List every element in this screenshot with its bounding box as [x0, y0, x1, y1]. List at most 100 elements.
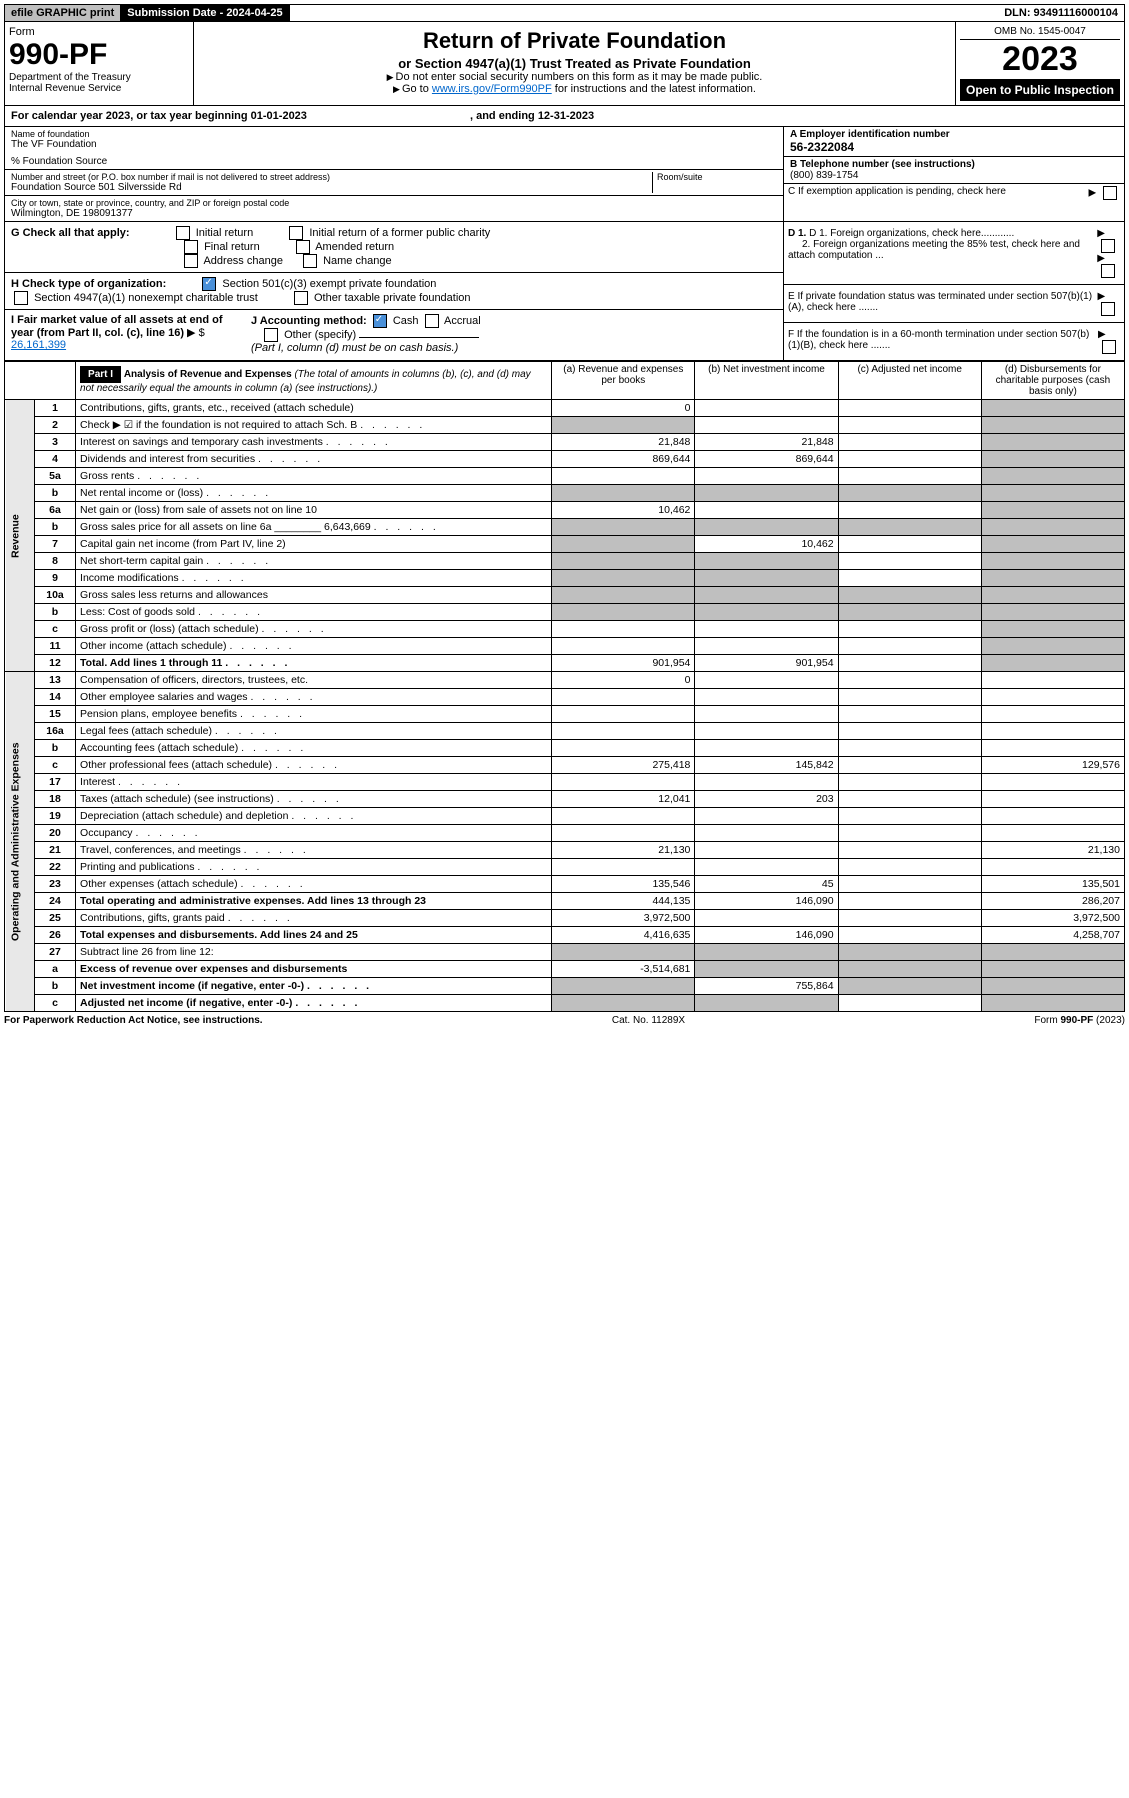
irs: Internal Revenue Service [9, 83, 189, 94]
cell [695, 519, 838, 536]
cell: 129,576 [981, 757, 1124, 774]
cell [838, 910, 981, 927]
cell: 12,041 [552, 791, 695, 808]
c-label: C If exemption application is pending, c… [788, 186, 1006, 197]
row-desc: Contributions, gifts, grants, etc., rece… [76, 400, 552, 417]
row-num: 24 [34, 893, 75, 910]
i-label: I Fair market value of all assets at end… [11, 314, 223, 339]
h-501-checkbox[interactable] [202, 277, 216, 291]
j-accrual-checkbox[interactable] [425, 314, 439, 328]
cell [552, 859, 695, 876]
cell [552, 621, 695, 638]
g-final-checkbox[interactable] [184, 240, 198, 254]
cell [695, 944, 838, 961]
tel-val: (800) 839-1754 [790, 170, 1118, 181]
cell [838, 689, 981, 706]
g-amended-checkbox[interactable] [296, 240, 310, 254]
row-desc: Gross profit or (loss) (attach schedule)… [76, 621, 552, 638]
cell [838, 791, 981, 808]
row-num: 7 [34, 536, 75, 553]
cell [695, 910, 838, 927]
cell [552, 553, 695, 570]
form-link[interactable]: www.irs.gov/Form990PF [432, 83, 552, 95]
cell: 146,090 [695, 893, 838, 910]
cell [981, 519, 1124, 536]
cell: 901,954 [552, 655, 695, 672]
row-desc: Gross sales less returns and allowances [76, 587, 552, 604]
row-num: 19 [34, 808, 75, 825]
cell: 444,135 [552, 893, 695, 910]
row-num: a [34, 961, 75, 978]
cell [552, 825, 695, 842]
cell [552, 978, 695, 995]
foundation-name: The VF Foundation [11, 139, 777, 150]
row-num: 15 [34, 706, 75, 723]
row-num: 6a [34, 502, 75, 519]
cell: 0 [552, 400, 695, 417]
cell: 755,864 [695, 978, 838, 995]
cell [981, 791, 1124, 808]
cell: 275,418 [552, 757, 695, 774]
cell: 3,972,500 [552, 910, 695, 927]
row-num: 12 [34, 655, 75, 672]
cell: 145,842 [695, 757, 838, 774]
col-d: (d) Disbursements for charitable purpose… [981, 362, 1124, 400]
cell [838, 400, 981, 417]
part1-table: Part I Analysis of Revenue and Expenses … [4, 361, 1125, 1012]
row-num: 10a [34, 587, 75, 604]
h-4947-checkbox[interactable] [14, 291, 28, 305]
h-other-checkbox[interactable] [294, 291, 308, 305]
cell [552, 774, 695, 791]
g-name-checkbox[interactable] [303, 254, 317, 268]
cell [695, 995, 838, 1012]
footer: For Paperwork Reduction Act Notice, see … [4, 1012, 1125, 1029]
cell [838, 927, 981, 944]
f-checkbox[interactable] [1102, 340, 1116, 354]
d2-checkbox[interactable] [1101, 264, 1115, 278]
d1-checkbox[interactable] [1101, 239, 1115, 253]
cell [838, 876, 981, 893]
cell [552, 587, 695, 604]
cell [552, 944, 695, 961]
cell [981, 740, 1124, 757]
row-desc: Occupancy . . . . . . [76, 825, 552, 842]
cell [838, 961, 981, 978]
g-address-checkbox[interactable] [184, 254, 198, 268]
cell [838, 502, 981, 519]
e-checkbox[interactable] [1101, 302, 1115, 316]
row-num: 20 [34, 825, 75, 842]
cell [981, 468, 1124, 485]
row-desc: Interest . . . . . . [76, 774, 552, 791]
row-num: b [34, 978, 75, 995]
cell [981, 655, 1124, 672]
cell: 10,462 [695, 536, 838, 553]
cell: 4,416,635 [552, 927, 695, 944]
cell: 21,130 [981, 842, 1124, 859]
j-cash-checkbox[interactable] [373, 314, 387, 328]
row-num: 25 [34, 910, 75, 927]
footer-mid: Cat. No. 11289X [612, 1015, 685, 1026]
cell [981, 774, 1124, 791]
cell [838, 740, 981, 757]
efile-print-button[interactable]: efile GRAPHIC print [5, 5, 121, 21]
cell [695, 961, 838, 978]
i-val[interactable]: 26,161,399 [11, 339, 66, 351]
cell [981, 400, 1124, 417]
cell [981, 825, 1124, 842]
cell [695, 859, 838, 876]
cell: 21,848 [695, 434, 838, 451]
footer-right: Form 990-PF (2023) [1034, 1015, 1125, 1026]
cell [552, 740, 695, 757]
row-desc: Other expenses (attach schedule) . . . .… [76, 876, 552, 893]
g-initial-checkbox[interactable] [176, 226, 190, 240]
row-desc: Net gain or (loss) from sale of assets n… [76, 502, 552, 519]
row-desc: Net investment income (if negative, ente… [76, 978, 552, 995]
row-desc: Accounting fees (attach schedule) . . . … [76, 740, 552, 757]
c-checkbox[interactable] [1103, 186, 1117, 200]
part1-hdr: Part I [80, 366, 121, 383]
row-num: 23 [34, 876, 75, 893]
j-other-checkbox[interactable] [264, 328, 278, 342]
col-a: (a) Revenue and expenses per books [552, 362, 695, 400]
cell [838, 570, 981, 587]
g-initial-former-checkbox[interactable] [289, 226, 303, 240]
